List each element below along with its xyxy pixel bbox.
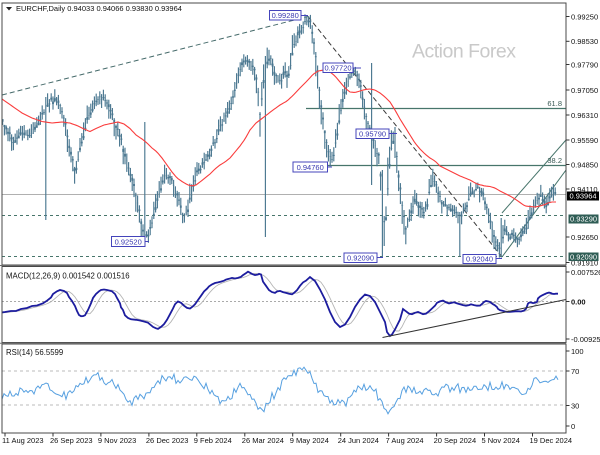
svg-text:0.92650: 0.92650 (571, 233, 598, 242)
svg-text:61.8: 61.8 (547, 99, 562, 108)
svg-text:EURCHF,Daily 0.94033 0.94066: EURCHF,Daily 0.94033 0.94066 0.93830 0.9… (16, 4, 182, 13)
svg-text:RSI(14) 56.5599: RSI(14) 56.5599 (6, 348, 63, 357)
svg-text:0.92090: 0.92090 (347, 253, 374, 262)
svg-text:0.92090: 0.92090 (570, 253, 597, 262)
svg-text:0.95590: 0.95590 (571, 136, 598, 145)
svg-text:0.99280: 0.99280 (272, 11, 299, 20)
svg-text:9 Feb 2024: 9 Feb 2024 (194, 436, 232, 445)
svg-text:9 May 2024: 9 May 2024 (290, 436, 329, 445)
svg-text:70: 70 (571, 367, 579, 376)
svg-text:26 Dec 2023: 26 Dec 2023 (146, 436, 189, 445)
svg-text:9 Nov 2023: 9 Nov 2023 (98, 436, 136, 445)
svg-text:0.91910: 0.91910 (571, 258, 598, 267)
svg-text:24 Jun 2024: 24 Jun 2024 (338, 436, 379, 445)
svg-text:26 Sep 2023: 26 Sep 2023 (50, 436, 93, 445)
svg-text:100: 100 (571, 347, 584, 356)
svg-text:30: 30 (571, 401, 579, 410)
svg-text:0.96310: 0.96310 (571, 111, 598, 120)
svg-text:0.93290: 0.93290 (570, 215, 597, 224)
svg-text:7 Aug 2024: 7 Aug 2024 (386, 436, 424, 445)
svg-text:0.95790: 0.95790 (359, 129, 386, 138)
svg-text:20 Sep 2024: 20 Sep 2024 (434, 436, 477, 445)
svg-text:0.97720: 0.97720 (324, 63, 351, 72)
svg-text:0.99250: 0.99250 (571, 12, 598, 21)
svg-text:0: 0 (571, 422, 575, 431)
svg-text:11 Aug 2023: 11 Aug 2023 (2, 436, 44, 445)
svg-text:0.94760: 0.94760 (297, 163, 324, 172)
svg-text:0.97050: 0.97050 (571, 86, 598, 95)
svg-text:19 Dec 2024: 19 Dec 2024 (530, 436, 573, 445)
svg-text:0.93964: 0.93964 (569, 192, 596, 201)
svg-text:0.94110: 0.94110 (571, 185, 598, 194)
svg-text:-0.009252: -0.009252 (571, 335, 600, 344)
svg-text:5 Nov 2024: 5 Nov 2024 (482, 436, 520, 445)
svg-text:38.2: 38.2 (547, 156, 562, 165)
svg-text:0.92520: 0.92520 (115, 237, 142, 246)
svg-text:MACD(12,26,9) 0.001542 0.00151: MACD(12,26,9) 0.001542 0.001516 (6, 272, 130, 281)
svg-text:26 Mar 2024: 26 Mar 2024 (242, 436, 284, 445)
svg-text:0.00: 0.00 (571, 297, 586, 306)
svg-text:0.92040: 0.92040 (466, 254, 493, 263)
svg-text:Action Forex: Action Forex (412, 41, 516, 63)
svg-text:0.97790: 0.97790 (571, 60, 598, 69)
svg-text:0.007526: 0.007526 (571, 268, 600, 277)
svg-text:0.98530: 0.98530 (571, 37, 598, 46)
svg-text:0.94850: 0.94850 (571, 160, 598, 169)
